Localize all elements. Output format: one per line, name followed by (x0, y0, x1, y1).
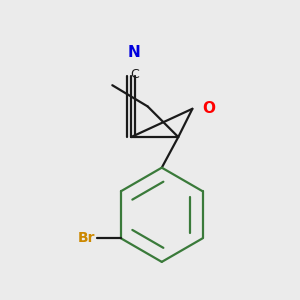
Text: Br: Br (78, 231, 95, 245)
Text: N: N (128, 46, 141, 61)
Text: O: O (202, 101, 215, 116)
Text: C: C (130, 68, 139, 80)
